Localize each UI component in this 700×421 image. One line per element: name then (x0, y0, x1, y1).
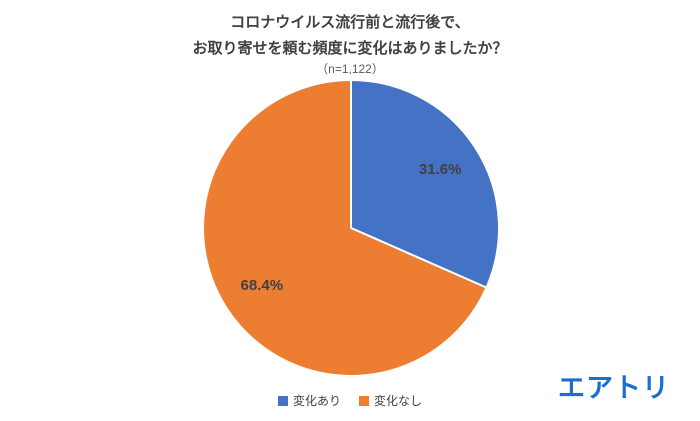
slice-label-1: 68.4% (241, 277, 284, 294)
legend: 変化あり 変化なし (277, 392, 422, 409)
legend-item-changed: 変化あり (277, 392, 341, 409)
legend-label-changed: 変化あり (292, 394, 341, 408)
chart-title-line1: コロナウイルス流行前と流行後で、 (230, 14, 470, 31)
sample-size-label: （n=1,122） (316, 62, 384, 76)
legend-item-unchanged: 変化なし (359, 392, 422, 409)
legend-swatch-changed (277, 395, 288, 406)
legend-swatch-unchanged (359, 395, 369, 406)
slice-label-0: 31.6% (419, 161, 462, 178)
pie-slice-0 (350, 79, 501, 289)
chart-title: コロナウイルス流行前と流行後で、 お取り寄せを頼む頻度に変化はありましたか？ (0, 10, 700, 62)
airtrip-logo: エアトリ (558, 373, 670, 403)
legend-label-unchanged: 変化なし (374, 394, 423, 408)
chart-title-line2: お取り寄せを頼む頻度に変化はありましたか？ (192, 40, 508, 57)
pie-slice-1 (202, 79, 488, 377)
